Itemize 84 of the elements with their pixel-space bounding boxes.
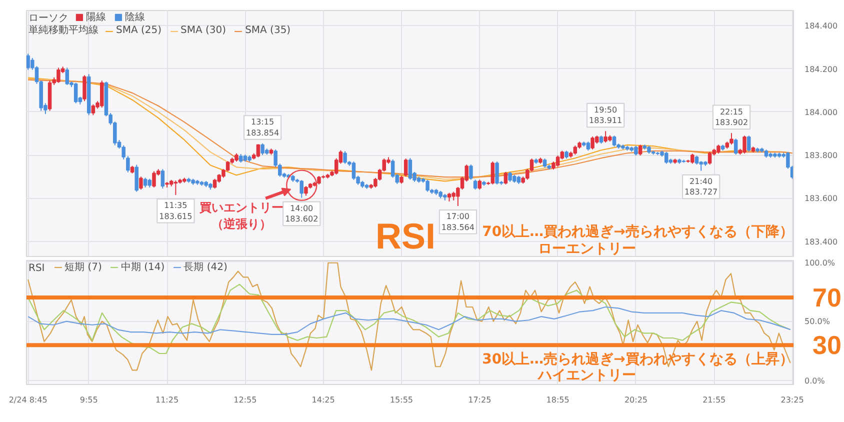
candlestick	[742, 135, 746, 154]
candlestick	[638, 144, 642, 156]
candlestick	[478, 179, 482, 190]
candlestick	[174, 180, 178, 196]
candlestick	[730, 132, 734, 146]
candlestick	[139, 176, 143, 190]
candlestick	[612, 135, 616, 147]
candlestick	[212, 178, 217, 190]
y-tick-label: 184.400	[804, 22, 838, 31]
y-tick-label: 100.0%	[804, 258, 836, 268]
candlestick	[408, 158, 412, 180]
x-tick-label: 14:25	[312, 396, 335, 404]
y-tick-label: 184.200	[804, 64, 838, 74]
candlestick	[390, 158, 395, 178]
annotation: 70以上…買われ過ぎ→売られやすくなる（下降）	[482, 224, 794, 240]
y-tick-label: 183.800	[804, 151, 838, 160]
annotation: ハイエントリー	[537, 367, 636, 384]
legend-label: SMA (30)	[180, 25, 226, 36]
candlestick	[490, 161, 495, 185]
candlestick	[573, 145, 578, 156]
annotation: 19:50 183.911	[589, 105, 622, 126]
candlestick	[160, 168, 165, 190]
x-tick-label: 20:25	[624, 396, 648, 404]
line-series	[28, 306, 791, 335]
x-tick-label: 15:55	[390, 396, 414, 404]
candlestick	[746, 135, 751, 152]
annotation: 17:00 183.564	[441, 212, 474, 232]
x-tick-label: 23:25	[780, 396, 804, 404]
ref-line-label: 70	[812, 282, 842, 312]
x-tick-label: 11:25	[155, 396, 179, 404]
candlestick	[495, 161, 499, 185]
candlestick	[143, 177, 148, 188]
annotation: 単純移動平均線	[28, 24, 98, 36]
x-tick-label: 21:55	[702, 396, 726, 404]
candlestick	[152, 170, 156, 188]
y-tick-label: 183.600	[804, 194, 838, 204]
candlestick	[664, 151, 668, 164]
candlestick	[134, 164, 138, 192]
candlestick	[473, 179, 478, 190]
candlestick	[74, 82, 78, 104]
legend-title: ローソク	[28, 13, 68, 24]
candlestick	[65, 67, 70, 86]
x-tick-label: 9:55	[80, 396, 98, 404]
annotation: ローエントリー	[538, 241, 636, 258]
candlestick	[708, 151, 712, 166]
legend-label: 中期 (14)	[120, 260, 165, 274]
annotation: RSI	[375, 216, 436, 256]
x-tick-label: 18:55	[546, 396, 570, 404]
legend-label: SMA (35)	[245, 25, 291, 36]
ref-line-label: 30	[812, 330, 842, 360]
y-tick-label: 50.0%	[804, 316, 830, 326]
candlestick	[404, 158, 408, 178]
legend-title: RSI	[28, 263, 45, 274]
legend-label: SMA (25)	[116, 25, 162, 36]
candlestick	[91, 104, 96, 116]
legend-label: 陽線	[86, 11, 106, 24]
y-tick-label: 183.400	[804, 237, 838, 246]
x-tick-label: 2/24 8:45	[8, 396, 48, 404]
annotation: 13:15 183.854	[246, 118, 280, 138]
legend-label: 長期 (42)	[184, 260, 228, 274]
annotation: 14:00 183.602	[285, 204, 318, 224]
candlestick	[469, 164, 473, 180]
candlestick	[504, 171, 508, 185]
candlestick	[542, 158, 547, 168]
legend-label: 短期 (7)	[64, 260, 102, 274]
candlestick	[300, 180, 304, 198]
candlestick	[122, 144, 126, 160]
candlestick	[556, 155, 560, 168]
legend-label: 陰線	[125, 11, 145, 24]
candlestick	[126, 156, 130, 173]
annotation: 22:15 183.902	[714, 107, 748, 128]
y-tick-label: 0.0%	[804, 376, 826, 386]
annotation: 買いエントリー（逆張り）	[198, 200, 284, 232]
candlestick	[256, 144, 260, 158]
candlestick	[734, 138, 738, 156]
x-tick-label: 12:55	[234, 396, 257, 404]
candlestick	[82, 74, 86, 102]
x-tick-label: 17:25	[468, 396, 492, 404]
candlestick	[304, 186, 308, 196]
candlestick	[352, 161, 356, 180]
annotation: 21:40 183.727	[684, 176, 718, 197]
y-tick-label: 184.000	[804, 108, 838, 117]
line-series	[28, 262, 791, 371]
annotation: 11:35 183.615	[159, 201, 192, 221]
